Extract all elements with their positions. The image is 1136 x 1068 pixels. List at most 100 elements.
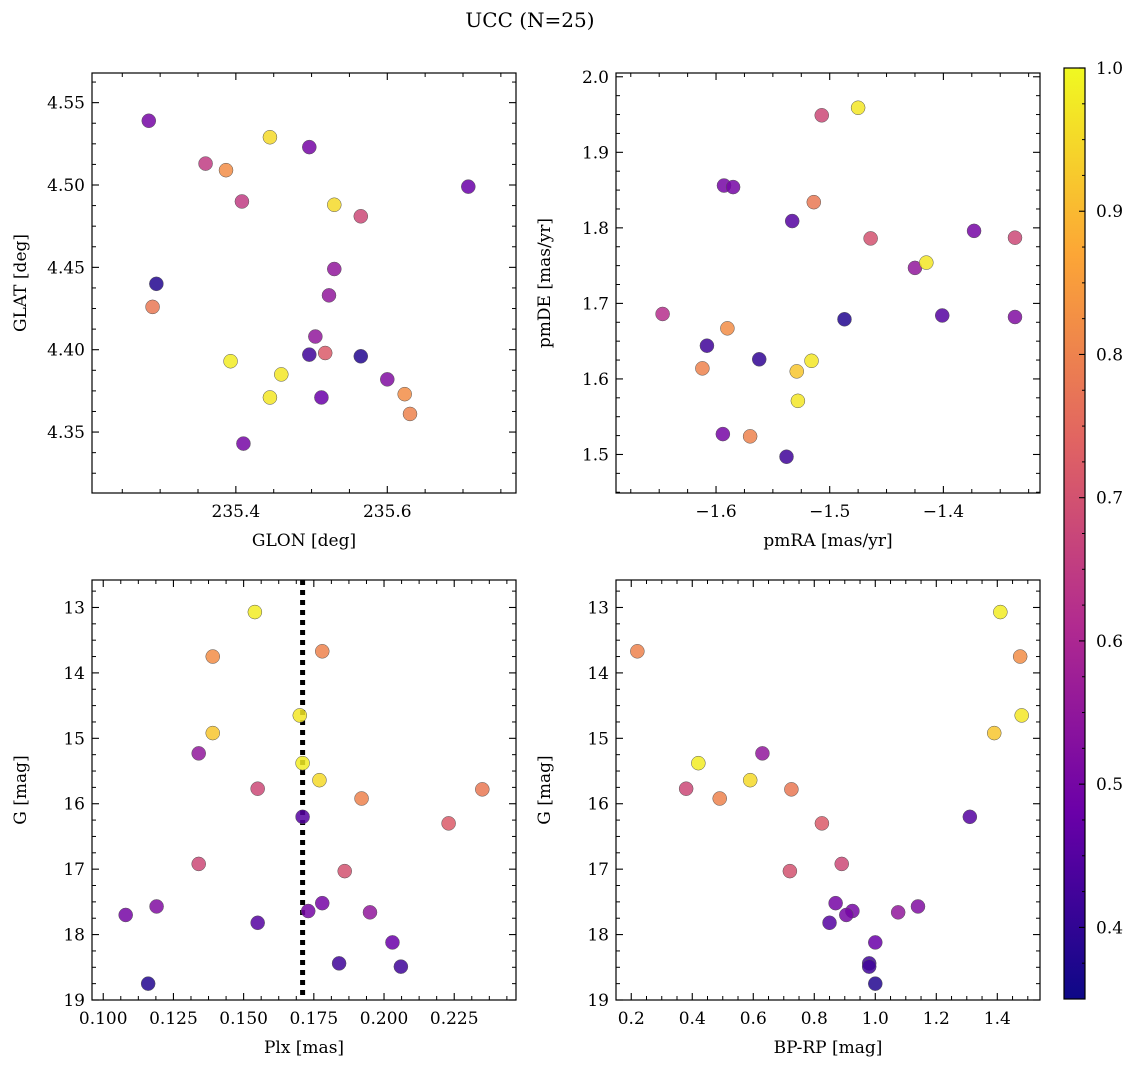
x-tick-label: −1.4 xyxy=(923,502,964,522)
data-point xyxy=(804,353,819,369)
data-point xyxy=(863,231,878,246)
data-point xyxy=(691,755,706,771)
data-point xyxy=(149,899,164,914)
y-axis-label: G [mag] xyxy=(11,755,31,824)
y-tick-label: 17 xyxy=(63,860,85,880)
data-point xyxy=(191,746,206,761)
data-point xyxy=(118,907,133,923)
panel-glon-glat: 235.4 235.6 4.35 4.40 4.45 4.50 4.55 GLON [deg]… xyxy=(11,72,517,551)
data-point xyxy=(822,915,837,931)
panel-plx-g: 0.100 0.125 0.150 0.175 0.200 0.225 13 14 15 16 17… xyxy=(11,579,517,1058)
data-point xyxy=(205,725,220,741)
y-tick-label: 1.7 xyxy=(582,294,609,314)
data-point xyxy=(868,935,883,950)
data-point xyxy=(234,194,250,209)
data-point xyxy=(1012,649,1028,664)
data-point xyxy=(321,288,337,303)
data-point xyxy=(327,197,342,213)
data-point xyxy=(806,194,822,210)
x-tick-label: −1.5 xyxy=(809,502,850,522)
data-point xyxy=(380,372,395,387)
panel-pm: −1.6 −1.5 −1.4 1.5 1.6 1.7 1.8 1.9 2.0 pmRA [mas/… xyxy=(535,68,1041,551)
y-tick-label: 19 xyxy=(587,991,609,1011)
data-point xyxy=(295,809,310,825)
data-point xyxy=(837,312,852,327)
data-point xyxy=(755,746,770,761)
data-point xyxy=(354,791,369,806)
data-point xyxy=(993,604,1008,620)
y-tick-label: 15 xyxy=(63,729,85,749)
y-axis-label: pmDE [mas/yr] xyxy=(535,218,555,348)
data-point xyxy=(966,223,982,239)
data-point xyxy=(191,856,206,872)
data-point xyxy=(385,935,400,950)
colorbar-tick-label: 0.6 xyxy=(1096,632,1123,652)
data-point xyxy=(205,649,220,664)
x-tick-label: 1.4 xyxy=(984,1009,1011,1029)
data-point xyxy=(699,338,715,353)
data-point xyxy=(475,782,490,797)
data-point xyxy=(353,209,369,224)
colorbar-tick-label: 0.5 xyxy=(1096,775,1123,795)
data-point xyxy=(397,386,412,402)
data-point xyxy=(678,781,694,796)
data-point xyxy=(262,390,278,405)
data-point xyxy=(302,139,317,155)
data-point xyxy=(402,406,418,422)
data-point xyxy=(986,725,1002,741)
data-point xyxy=(149,276,164,292)
data-point xyxy=(814,108,829,123)
data-point xyxy=(317,345,333,361)
y-tick-label: 19 xyxy=(63,991,85,1011)
data-point xyxy=(712,791,727,806)
data-point xyxy=(779,449,794,464)
y-tick-label: 1.9 xyxy=(582,143,609,163)
data-point xyxy=(695,361,710,376)
x-axis-label: BP-RP [mag] xyxy=(774,1038,883,1058)
data-point xyxy=(834,856,849,872)
data-point xyxy=(814,816,830,831)
data-point xyxy=(315,644,330,659)
data-point xyxy=(828,895,843,911)
y-axis-label: GLAT [deg] xyxy=(11,234,31,332)
y-tick-label: 13 xyxy=(63,598,85,618)
x-tick-label: 235.6 xyxy=(363,502,412,522)
data-point xyxy=(337,863,352,879)
data-point xyxy=(295,755,310,771)
data-point xyxy=(742,429,758,444)
colorbar-gradient xyxy=(1063,67,1086,1000)
data-point xyxy=(850,100,866,115)
x-tick-label: −1.6 xyxy=(695,502,736,522)
data-point xyxy=(868,976,883,991)
y-tick-label: 4.50 xyxy=(47,176,85,196)
panel-cmd: 0.2 0.4 0.6 0.8 1.0 1.2 1.4 13 14 15 16 17 18 19 BP-RP… xyxy=(535,579,1041,1058)
data-point xyxy=(141,113,157,129)
colorbar-tick-label: 0.4 xyxy=(1096,918,1123,938)
axes-frame xyxy=(615,579,1041,1001)
data-point xyxy=(300,903,316,919)
axes-frame xyxy=(615,72,1041,494)
data-point xyxy=(362,905,378,920)
data-point xyxy=(250,915,265,931)
data-point xyxy=(655,306,670,322)
data-point xyxy=(784,213,800,229)
data-point xyxy=(784,782,799,797)
y-tick-label: 16 xyxy=(63,795,85,815)
y-tick-label: 1.5 xyxy=(582,445,609,465)
x-tick-label: 235.4 xyxy=(212,502,261,522)
x-tick-label: 1.2 xyxy=(923,1009,950,1029)
data-point xyxy=(962,809,978,825)
data-point xyxy=(198,156,213,171)
data-point xyxy=(292,708,308,723)
y-tick-label: 1.8 xyxy=(582,219,609,239)
data-point xyxy=(393,959,409,974)
data-point xyxy=(218,162,234,178)
data-point xyxy=(315,895,330,911)
colorbar: 0.4 0.5 0.6 0.7 0.8 0.9 1.0 xyxy=(1063,59,1123,1000)
y-tick-label: 4.35 xyxy=(47,423,85,443)
data-point xyxy=(742,772,758,788)
y-tick-label: 14 xyxy=(587,664,609,684)
y-tick-label: 4.55 xyxy=(47,94,85,114)
y-axis-label: G [mag] xyxy=(535,755,555,824)
